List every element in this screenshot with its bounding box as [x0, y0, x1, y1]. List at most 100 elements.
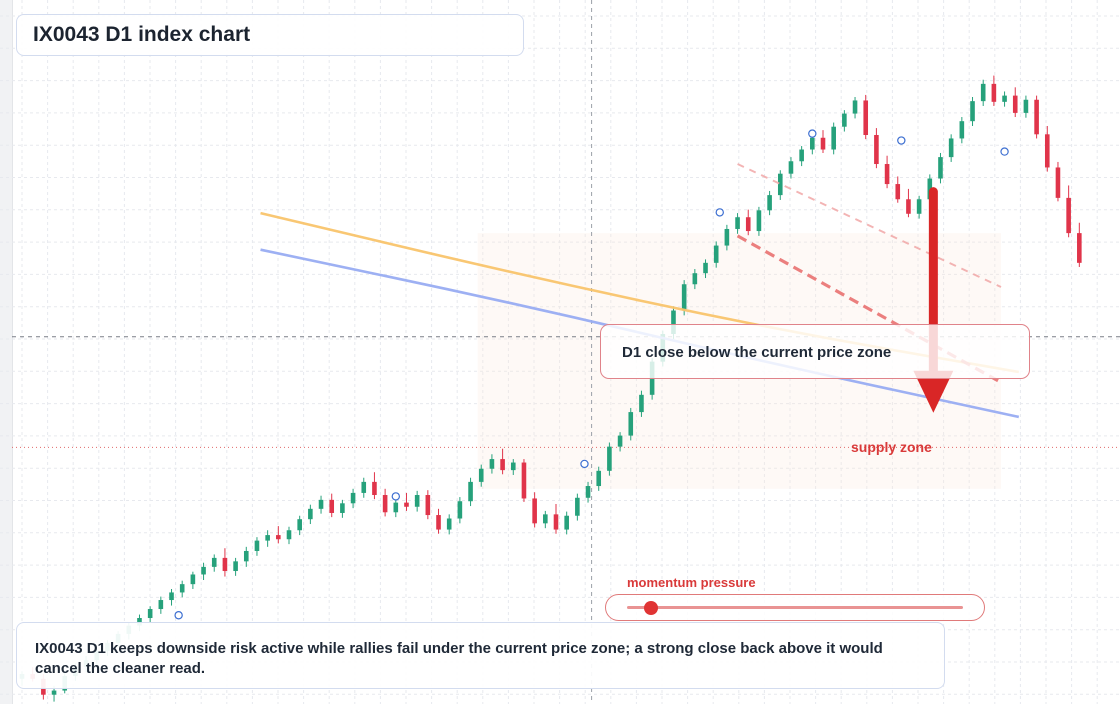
- momentum-bar: [627, 606, 963, 609]
- candle-body: [179, 584, 185, 593]
- candle-body: [404, 502, 409, 507]
- summary-note: IX0043 D1 keeps downside risk active whi…: [16, 622, 945, 689]
- candle-body: [724, 228, 730, 246]
- candle-body: [585, 486, 591, 498]
- candle-body: [916, 199, 922, 214]
- candle-body: [222, 557, 228, 572]
- chart-title: IX0043 D1 index chart: [16, 14, 524, 56]
- candle-body: [1012, 95, 1018, 113]
- candle-body: [884, 164, 890, 185]
- candle-body: [575, 497, 580, 516]
- candle-body: [532, 498, 537, 524]
- candle-body: [1044, 134, 1050, 168]
- supply-zone-label: supply zone: [851, 439, 932, 455]
- signal-marker: [1000, 147, 1009, 156]
- candle-body: [980, 83, 986, 102]
- candle-body: [425, 495, 431, 516]
- candle-body: [169, 592, 174, 601]
- current-price-zone-label: D1 close below the current price zone: [600, 324, 1030, 379]
- candle-body: [948, 138, 954, 158]
- candle-body: [308, 508, 313, 520]
- candle-body: [329, 499, 335, 513]
- candle-body: [297, 519, 302, 531]
- signal-marker: [897, 136, 906, 145]
- candle-body: [713, 245, 719, 263]
- candle-body: [510, 462, 516, 471]
- candle-body: [233, 561, 238, 572]
- candle-body: [1034, 99, 1039, 135]
- candle-body: [735, 217, 740, 229]
- momentum-knob[interactable]: [643, 601, 658, 615]
- signal-marker: [715, 208, 724, 217]
- candle-body: [51, 690, 57, 695]
- candle-body: [991, 83, 997, 102]
- candle-body: [318, 499, 324, 509]
- candle-body: [553, 514, 559, 530]
- candle-body: [799, 149, 804, 162]
- candle-body: [970, 101, 975, 122]
- candle-body: [521, 462, 527, 499]
- candle-body: [703, 262, 708, 274]
- candle-body: [628, 412, 634, 436]
- candle-body: [617, 435, 623, 447]
- candle-body: [211, 557, 217, 567]
- chart-left-edge: [0, 0, 13, 704]
- candle-body: [254, 540, 260, 551]
- candle-body: [350, 492, 356, 504]
- candle-body: [1066, 197, 1071, 234]
- candle-body: [788, 161, 794, 174]
- candle-body: [137, 618, 142, 626]
- candle-body: [906, 199, 911, 214]
- candle-body: [446, 518, 452, 530]
- momentum-slider[interactable]: [605, 594, 985, 621]
- candle-body: [852, 100, 858, 114]
- candle-body: [745, 217, 751, 232]
- candle-body: [243, 550, 249, 562]
- candle-body: [1077, 233, 1082, 263]
- candle-body: [639, 394, 644, 413]
- candle-body: [959, 121, 965, 139]
- candle-body: [147, 609, 153, 619]
- candle-body: [596, 470, 602, 487]
- candle-body: [436, 515, 441, 530]
- signal-marker: [174, 611, 183, 620]
- candle-body: [478, 468, 484, 482]
- candle-body: [863, 100, 869, 135]
- trendline-light: [737, 163, 1002, 288]
- candle-body: [286, 530, 292, 540]
- candle-body: [820, 137, 826, 150]
- candle-body: [767, 195, 772, 211]
- candle-body: [276, 535, 281, 540]
- candle-body: [1002, 95, 1007, 102]
- candle-body: [1023, 99, 1029, 113]
- candle-body: [681, 284, 687, 311]
- candle-body: [543, 514, 548, 524]
- trendline-strong: [736, 234, 1002, 384]
- candle-body: [500, 459, 505, 471]
- signal-marker: [808, 129, 817, 138]
- candle-body: [671, 310, 676, 335]
- candle-body: [361, 481, 367, 493]
- candle-body: [692, 273, 698, 285]
- candle-body: [382, 495, 388, 513]
- candle-body: [564, 515, 569, 530]
- candle-body: [340, 503, 345, 513]
- candle-body: [777, 173, 783, 196]
- candle-body: [372, 481, 377, 496]
- candle-body: [468, 481, 473, 502]
- candle-body: [756, 210, 762, 232]
- momentum-label: momentum pressure: [627, 575, 756, 590]
- candle-body: [393, 502, 399, 513]
- signal-marker: [391, 492, 400, 501]
- downside-arrow-head: [913, 370, 954, 413]
- signal-marker: [580, 459, 589, 469]
- candle-body: [842, 113, 847, 127]
- candle-body: [190, 574, 196, 585]
- candle-body: [1055, 167, 1061, 198]
- candle-body: [831, 126, 836, 150]
- candle-body: [201, 566, 206, 575]
- candle-body: [489, 459, 495, 469]
- candle-body: [265, 535, 270, 541]
- candle-body: [607, 446, 612, 471]
- candle-body: [874, 134, 879, 165]
